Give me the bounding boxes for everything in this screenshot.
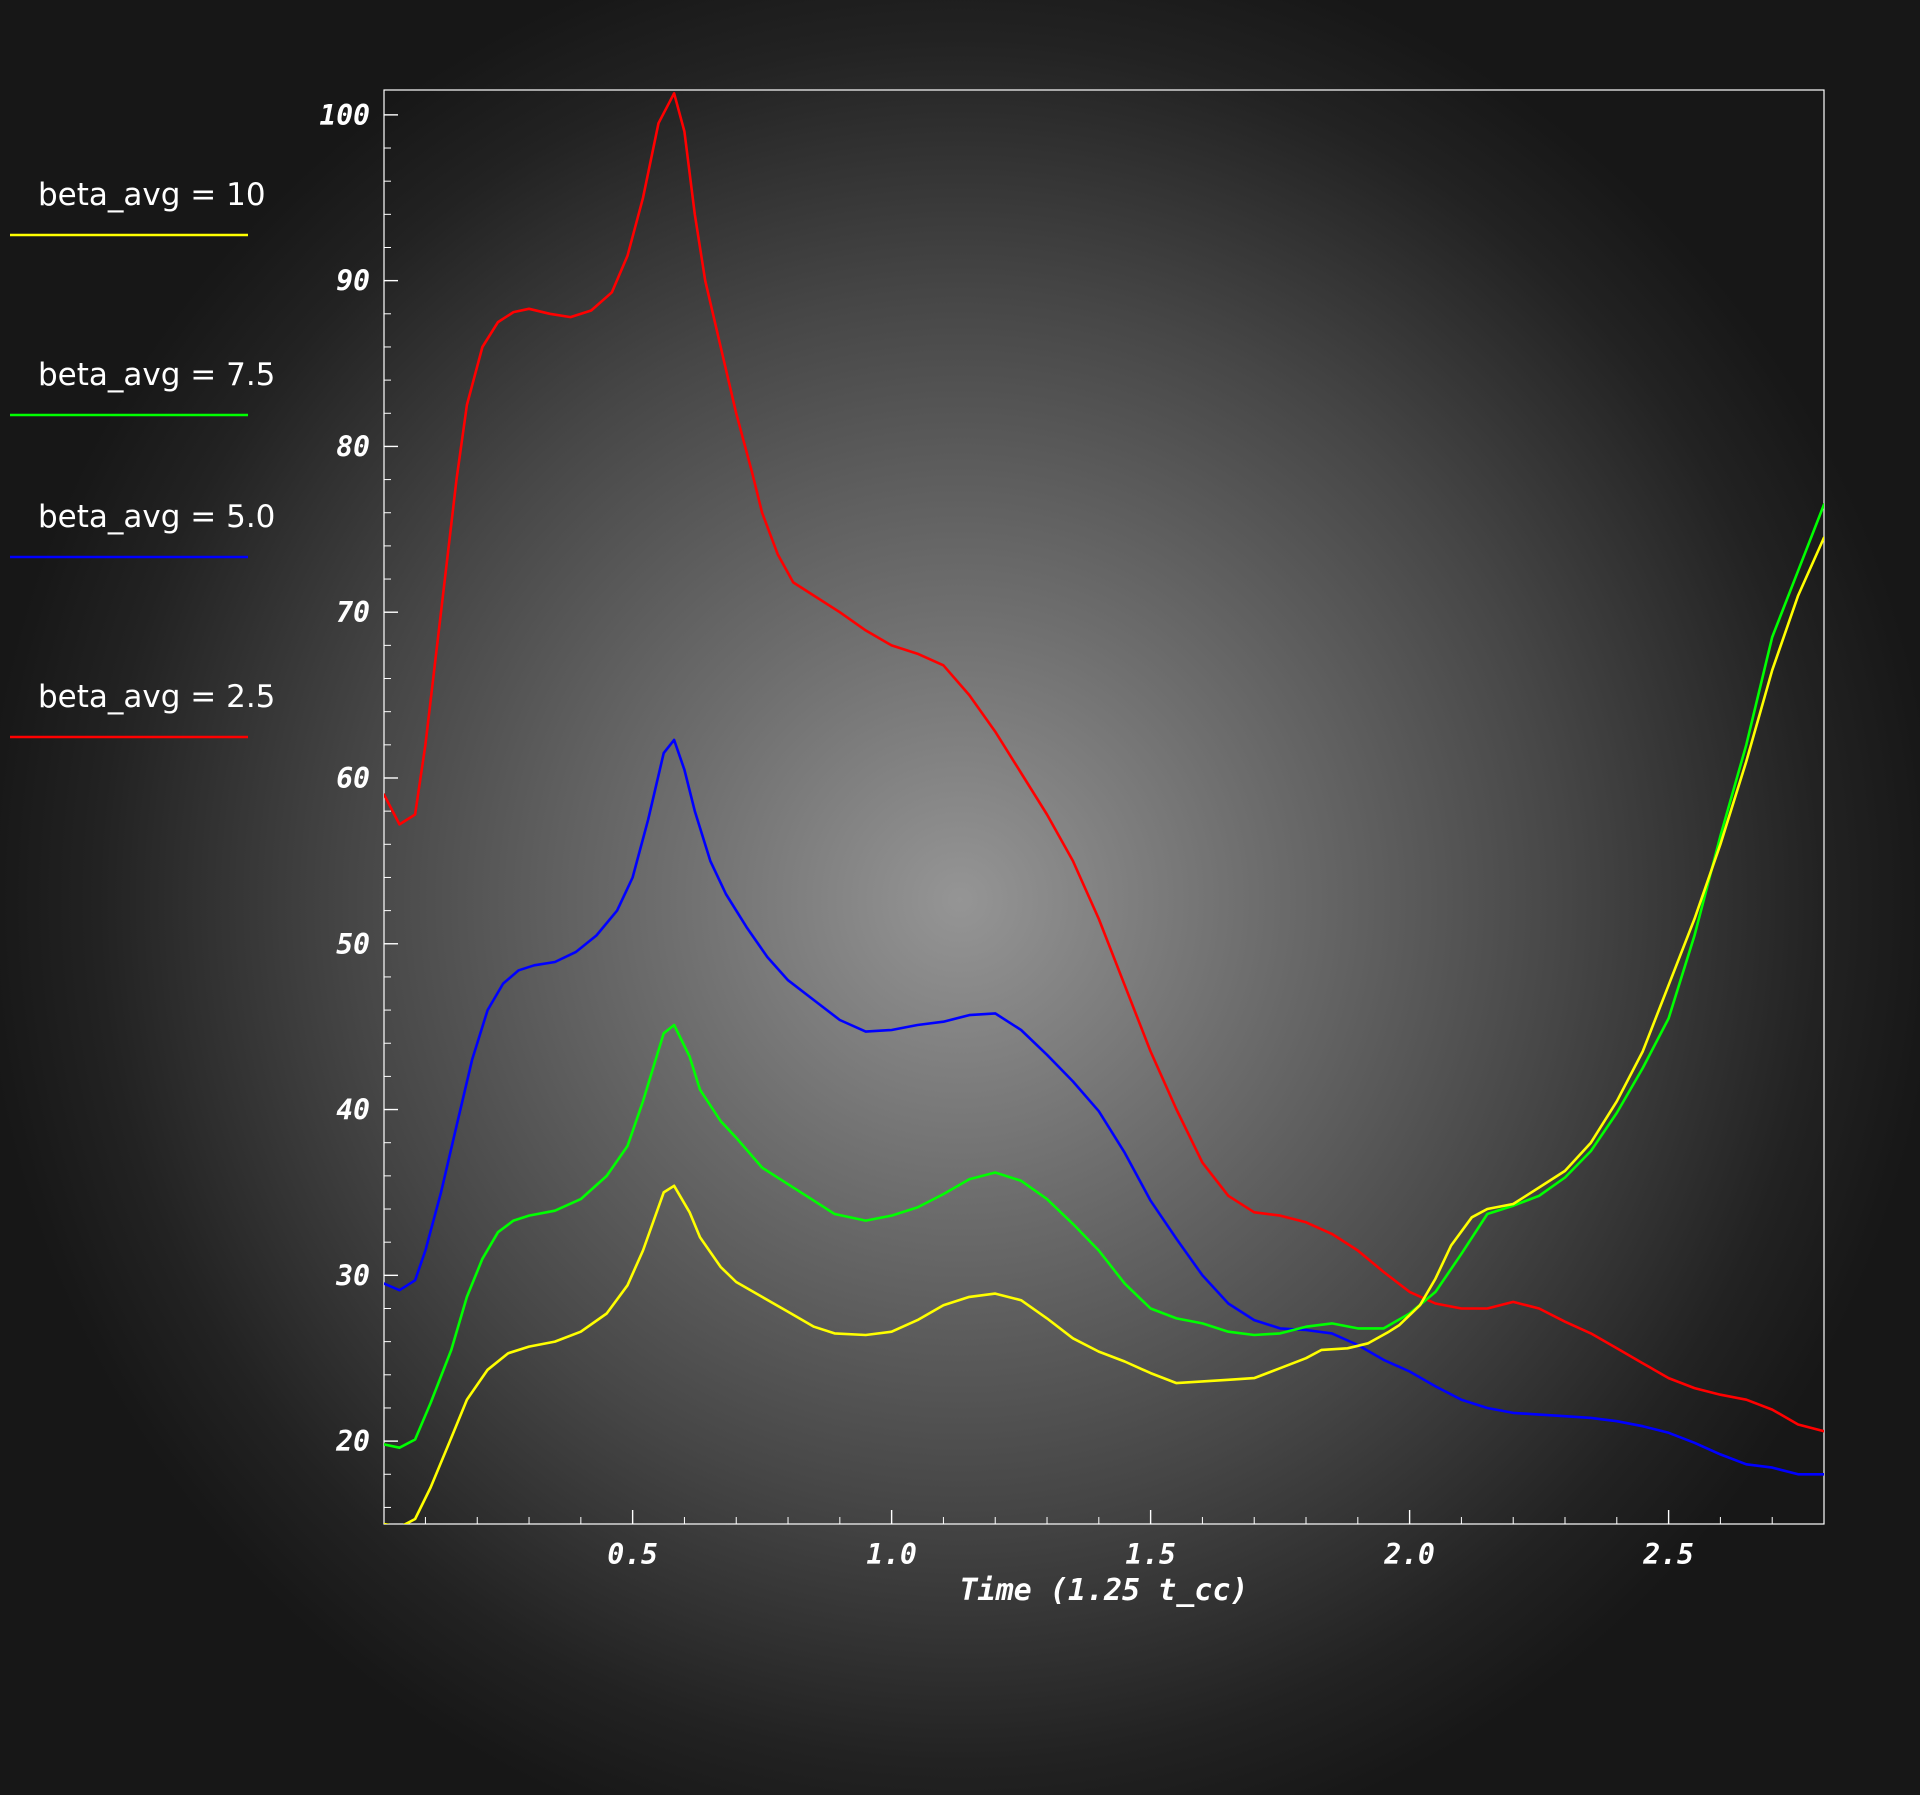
x-tick-label: 1.0	[866, 1538, 917, 1571]
y-tick-label: 90	[336, 265, 370, 298]
y-tick-label: 60	[336, 762, 370, 795]
series-line-0	[384, 536, 1824, 1524]
x-tick-label: 1.5	[1125, 1538, 1176, 1571]
y-minor-ticks	[384, 147, 391, 1508]
y-major-ticks	[384, 114, 398, 1442]
series-line-3	[384, 92, 1824, 1433]
series-line-2	[384, 738, 1824, 1476]
x-tick-label: 2.0	[1383, 1538, 1435, 1571]
legend-label: beta_avg = 5.0	[38, 499, 275, 535]
x-major-ticks	[631, 1510, 1670, 1524]
x-tick-label: 0.5	[607, 1538, 658, 1571]
y-tick-label: 100	[319, 99, 370, 132]
legend-label: beta_avg = 2.5	[38, 679, 275, 715]
y-tick-label: 20	[335, 1425, 370, 1458]
x-minor-ticks	[424, 1517, 1773, 1524]
plot-frame	[383, 89, 1825, 1525]
x-tick-label: 2.5	[1642, 1538, 1694, 1571]
legend: beta_avg = 10 beta_avg = 7.5 beta_avg = 5.…	[10, 177, 275, 739]
y-tick-label: 50	[336, 928, 370, 961]
y-tick-label: 80	[336, 430, 370, 463]
y-tick-label: 40	[336, 1094, 370, 1127]
y-tick-label: 70	[336, 596, 370, 629]
x-tick-labels: 0.5 1.0 1.5 2.0 2.5	[607, 1538, 1694, 1571]
x-axis-title: Time (1.25 t_cc)	[960, 1573, 1249, 1608]
y-tick-labels: 20 30 40 50 60 70 80 90 100	[319, 99, 370, 1458]
series-lines	[384, 92, 1824, 1524]
legend-label: beta_avg = 7.5	[38, 357, 275, 393]
legend-label: beta_avg = 10	[38, 177, 266, 213]
series-line-1	[384, 503, 1824, 1449]
y-tick-label: 30	[335, 1259, 370, 1292]
